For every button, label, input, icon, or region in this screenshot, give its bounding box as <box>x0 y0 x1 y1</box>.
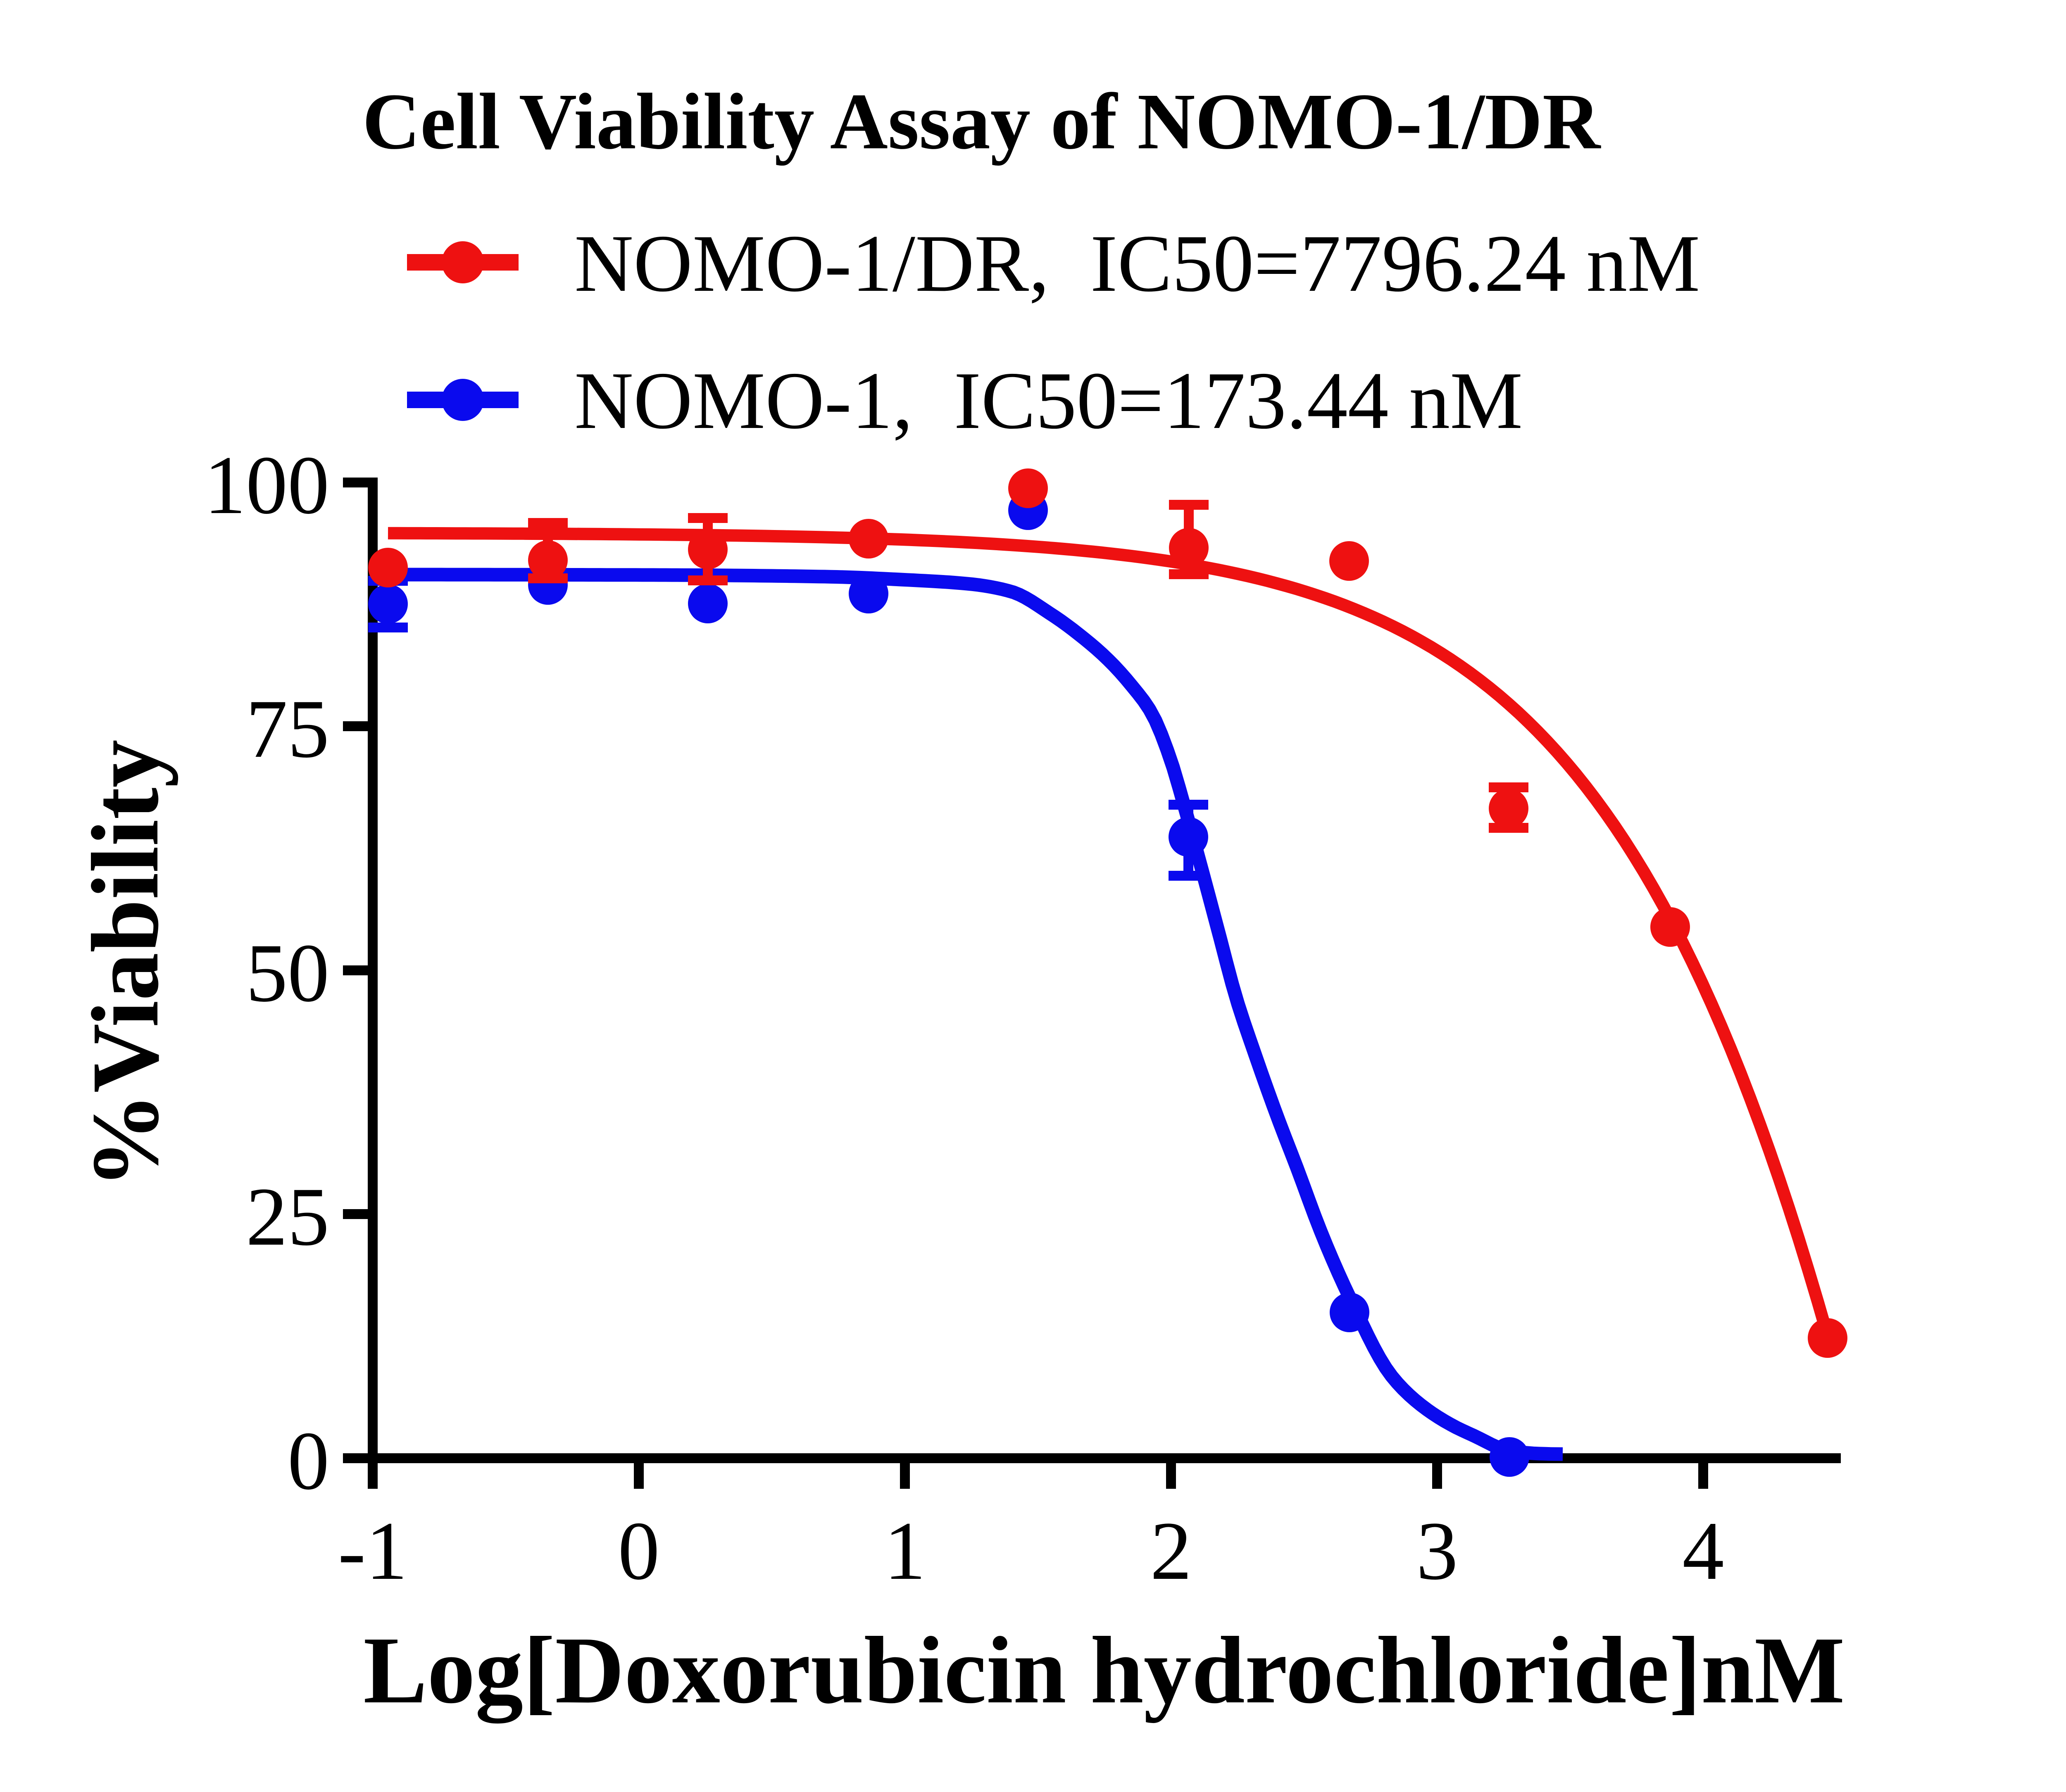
svg-text:NOMO-1, IC50=173.44 nM: NOMO-1, IC50=173.44 nM <box>574 355 1523 446</box>
svg-text:50: 50 <box>246 927 329 1019</box>
svg-text:4: 4 <box>1683 1504 1724 1597</box>
svg-text:NOMO-1/DR, IC50=7796.24 nM: NOMO-1/DR, IC50=7796.24 nM <box>574 218 1700 309</box>
svg-text:2: 2 <box>1150 1504 1192 1597</box>
svg-text:Cell Viability Assay of NOMO-1: Cell Viability Assay of NOMO-1/DR <box>362 77 1601 166</box>
svg-text:0: 0 <box>288 1414 329 1507</box>
svg-text:75: 75 <box>246 682 329 775</box>
svg-text:0: 0 <box>618 1504 660 1597</box>
svg-text:3: 3 <box>1416 1504 1458 1597</box>
svg-text:-1: -1 <box>338 1504 407 1597</box>
svg-text:%Viability: %Viability <box>72 739 179 1188</box>
svg-text:Log[Doxorubicin hydrochloride]: Log[Doxorubicin hydrochloride]nM <box>363 1617 1845 1723</box>
svg-text:1: 1 <box>884 1504 926 1597</box>
svg-text:25: 25 <box>246 1170 329 1263</box>
svg-text:100: 100 <box>204 439 329 531</box>
